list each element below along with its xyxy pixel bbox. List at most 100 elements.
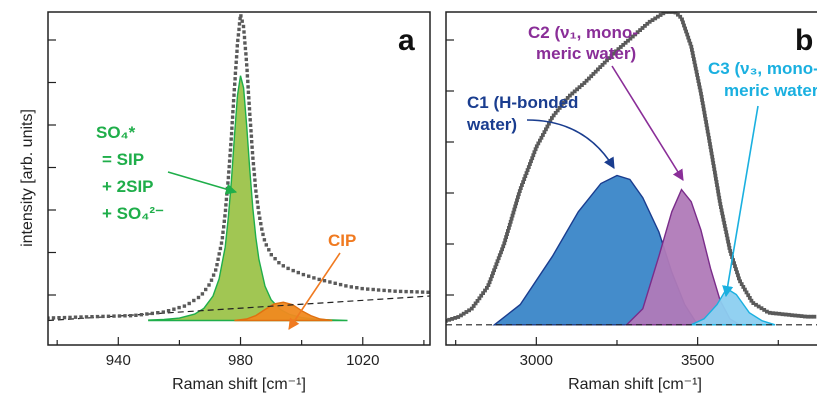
measured-point bbox=[707, 139, 712, 143]
c2-annotation: C2 (ν₁, mono- meric water) bbox=[528, 23, 684, 181]
panel-b-letter: b bbox=[795, 24, 813, 57]
measured-point bbox=[507, 226, 511, 230]
measured-point bbox=[371, 287, 375, 292]
measured-point bbox=[338, 282, 343, 287]
measured-point bbox=[393, 289, 397, 293]
measured-point bbox=[670, 12, 675, 14]
measured-point bbox=[426, 290, 430, 294]
measured-point bbox=[220, 236, 225, 240]
measured-point bbox=[229, 142, 233, 147]
measured-point bbox=[112, 314, 116, 318]
measured-point bbox=[802, 314, 807, 319]
measured-point bbox=[488, 277, 493, 282]
measured-point bbox=[231, 110, 235, 114]
measured-point bbox=[796, 313, 801, 318]
measured-point bbox=[145, 312, 149, 316]
measured-point bbox=[477, 296, 482, 301]
measured-point bbox=[227, 164, 231, 169]
measured-point bbox=[248, 112, 252, 116]
measured-point bbox=[467, 308, 471, 313]
measured-point bbox=[705, 129, 710, 134]
measured-point bbox=[626, 38, 630, 43]
measured-point bbox=[596, 67, 600, 72]
measured-point bbox=[726, 242, 731, 247]
measured-point bbox=[219, 241, 224, 245]
measured-point bbox=[710, 154, 715, 159]
measured-point bbox=[536, 141, 541, 146]
measured-point bbox=[526, 165, 531, 169]
measured-point bbox=[453, 316, 458, 320]
measured-point bbox=[700, 101, 705, 105]
measured-point bbox=[366, 287, 370, 291]
measured-point bbox=[724, 230, 729, 235]
measured-point bbox=[568, 93, 572, 98]
measured-point bbox=[106, 314, 111, 318]
measured-point bbox=[511, 210, 516, 215]
measured-point bbox=[252, 167, 256, 171]
measured-point bbox=[529, 159, 533, 164]
measured-point bbox=[247, 107, 252, 111]
measured-point bbox=[84, 315, 89, 319]
panel-b-frame bbox=[445, 11, 817, 346]
measured-point bbox=[387, 289, 392, 293]
so4-label-line-4: + SO₄²⁻ bbox=[102, 204, 164, 223]
measured-point bbox=[161, 310, 165, 314]
measured-point bbox=[245, 63, 249, 67]
measured-point bbox=[711, 164, 716, 168]
measured-point bbox=[542, 130, 547, 134]
measured-point bbox=[539, 135, 544, 140]
panel-b-x-tick-label: 3000 bbox=[520, 352, 553, 369]
measured-point bbox=[765, 309, 769, 314]
measured-point bbox=[718, 202, 723, 206]
measured-point bbox=[628, 36, 633, 41]
measured-point bbox=[139, 313, 144, 317]
measured-point bbox=[694, 69, 699, 74]
measured-point bbox=[693, 66, 698, 71]
measured-point bbox=[640, 26, 645, 30]
measured-point bbox=[230, 121, 234, 125]
measured-point bbox=[653, 16, 658, 21]
measured-point bbox=[551, 113, 556, 118]
measured-point bbox=[230, 115, 235, 119]
measured-point bbox=[611, 51, 616, 56]
measured-point bbox=[90, 315, 94, 319]
panel-a-x-tick-label: 1020 bbox=[346, 352, 379, 369]
measured-point bbox=[609, 53, 614, 58]
measured-point bbox=[793, 313, 798, 318]
measured-point bbox=[187, 301, 191, 306]
measured-point bbox=[746, 293, 751, 298]
measured-point bbox=[277, 261, 281, 265]
measured-point bbox=[249, 129, 253, 133]
measured-point bbox=[736, 273, 740, 278]
measured-point bbox=[731, 258, 735, 262]
measured-point bbox=[709, 151, 714, 156]
panel-a-x-tick-label: 980 bbox=[228, 352, 253, 369]
panel-b-measured-data bbox=[446, 12, 817, 323]
measured-point bbox=[799, 314, 804, 318]
measured-point bbox=[702, 110, 707, 115]
measured-point bbox=[580, 83, 584, 87]
measured-point bbox=[172, 307, 176, 311]
measured-point bbox=[252, 172, 257, 177]
measured-point bbox=[517, 189, 522, 193]
measured-point bbox=[661, 12, 666, 16]
measured-point bbox=[739, 282, 744, 286]
measured-point bbox=[728, 249, 733, 253]
measured-point bbox=[491, 271, 495, 276]
measured-point bbox=[246, 79, 250, 84]
measured-point bbox=[516, 192, 521, 197]
measured-point bbox=[723, 227, 728, 231]
measured-point bbox=[645, 21, 650, 26]
measured-point bbox=[233, 71, 238, 75]
measured-point bbox=[237, 22, 242, 26]
measured-point bbox=[258, 216, 262, 220]
measured-point bbox=[307, 274, 311, 278]
measured-point bbox=[450, 317, 454, 321]
measured-point bbox=[242, 30, 246, 34]
measured-point bbox=[244, 52, 248, 56]
measured-point bbox=[709, 148, 713, 153]
measured-point bbox=[538, 138, 542, 143]
measured-point bbox=[771, 311, 775, 316]
measured-point bbox=[680, 17, 684, 22]
